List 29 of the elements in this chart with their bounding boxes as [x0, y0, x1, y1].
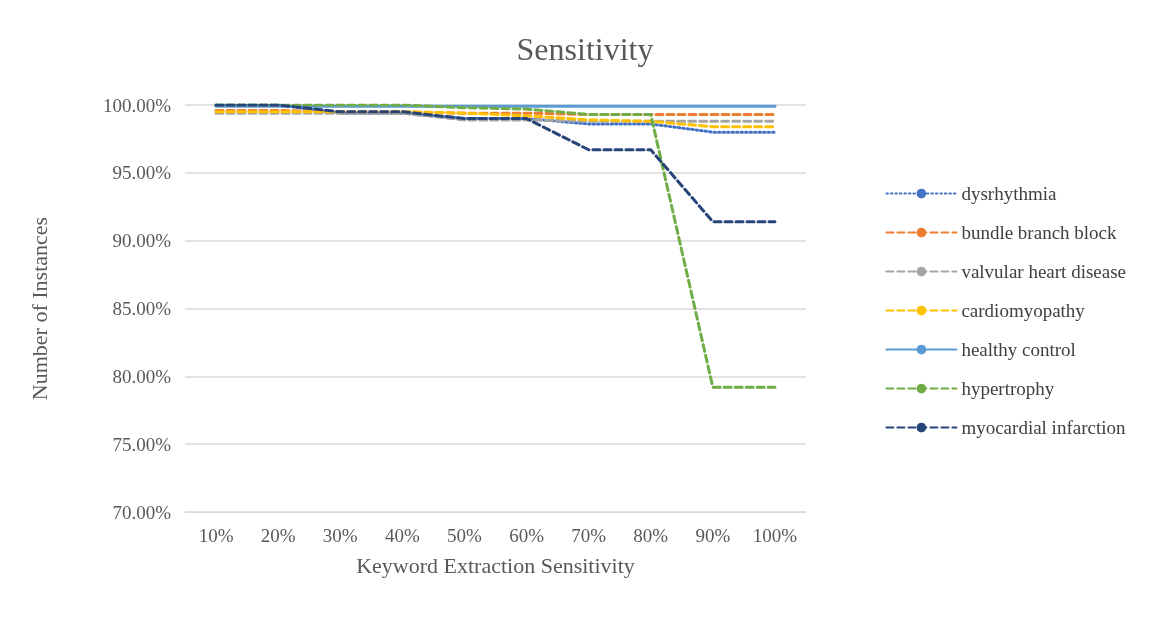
y-tick-label: 90.00% [112, 230, 172, 252]
y-tick-label: 100.00% [102, 94, 172, 116]
x-tick-label: 30% [322, 525, 358, 546]
y-tick-label: 70.00% [112, 501, 172, 523]
x-tick-label: 40% [384, 525, 420, 546]
legend-label: healthy control [961, 339, 1076, 360]
x-tick-label: 60% [509, 525, 545, 546]
chart-title: Sensitivity [516, 31, 654, 67]
y-axis-title: Number of Instances [26, 216, 52, 401]
x-tick-label: 80% [633, 525, 669, 546]
y-tick-label: 75.00% [112, 433, 172, 455]
x-tick-label: 100% [752, 525, 798, 546]
y-tick-label: 85.00% [112, 298, 172, 319]
y-tick-label: 95.00% [112, 162, 172, 184]
legend-label: valvular heart disease [961, 261, 1126, 282]
x-axis-title: Keyword Extraction Sensitivity [356, 552, 635, 578]
x-tick-label: 20% [260, 525, 296, 546]
line-series [214, 110, 777, 129]
legend-label: myocardial infarction [961, 417, 1126, 438]
x-tick-label: 70% [571, 525, 607, 546]
x-tick-label: 90% [695, 525, 731, 546]
x-tick-label: 50% [447, 525, 483, 546]
x-tick-label: 10% [198, 525, 234, 546]
legend-label: bundle branch block [961, 222, 1118, 243]
legend-label: dysrhythmia [961, 183, 1057, 204]
y-tick-label: 80.00% [112, 365, 172, 387]
legend-label: hypertrophy [961, 378, 1055, 399]
legend-label: cardiomyopathy [961, 300, 1086, 321]
line-series [214, 103, 777, 224]
